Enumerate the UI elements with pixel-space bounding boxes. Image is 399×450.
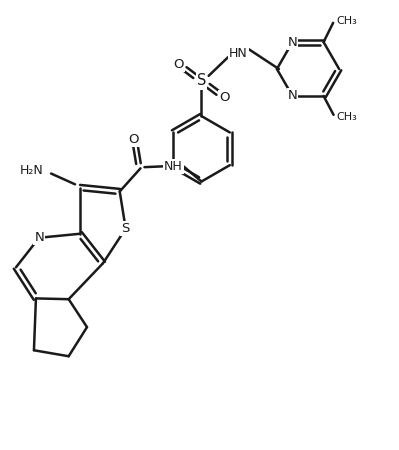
Text: N: N: [288, 90, 297, 103]
Text: S: S: [122, 222, 130, 235]
Text: CH₃: CH₃: [337, 16, 358, 26]
Text: NH: NH: [164, 160, 183, 173]
Text: O: O: [128, 133, 138, 146]
Text: N: N: [288, 36, 297, 49]
Text: O: O: [173, 58, 184, 71]
Text: H₂N: H₂N: [20, 164, 44, 177]
Text: S: S: [197, 73, 206, 89]
Text: HN: HN: [229, 46, 247, 59]
Text: CH₃: CH₃: [337, 112, 358, 122]
Text: O: O: [219, 91, 230, 104]
Text: N: N: [34, 231, 44, 244]
